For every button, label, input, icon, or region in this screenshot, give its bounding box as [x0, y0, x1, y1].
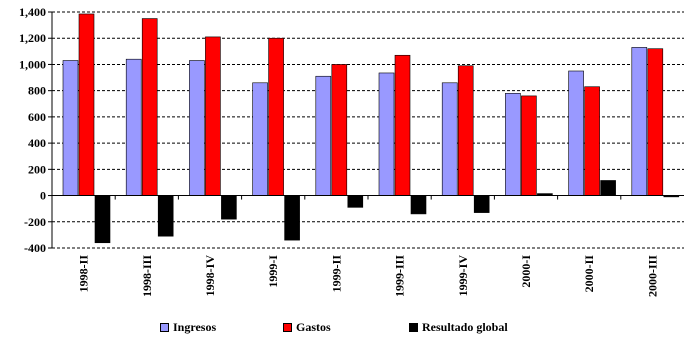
legend-label-ingresos: Ingresos — [173, 320, 217, 334]
legend-item-resultado-global: Resultado global — [409, 320, 508, 335]
bar-ingresos-2000-iii — [631, 47, 648, 196]
bar-gastos-1999-iv — [457, 65, 474, 196]
bar-gastos-1998-iii — [141, 18, 158, 196]
bar-resultado-global-2000-ii — [600, 180, 616, 196]
legend-label-resultado-global: Resultado global — [422, 320, 508, 334]
y-tick-label: 800 — [28, 84, 46, 98]
bar-resultado-global-1999-iv — [473, 195, 490, 213]
bar-ingresos-1999-ii — [315, 75, 332, 196]
x-tick-label: 2000-II — [582, 255, 596, 293]
y-tick-label: 200 — [28, 162, 46, 176]
y-tick-label: 0 — [40, 189, 46, 203]
y-tick-label: 1,000 — [19, 57, 46, 71]
bar-chart: -400 -200 0 200 400 600 800 1,000 1,200 1,400 199… — [19, 5, 684, 297]
bar-gastos-1998-ii — [78, 13, 95, 196]
bar-ingresos-1998-iv — [189, 60, 205, 196]
legend: Ingresos Gastos Resultado global — [0, 320, 690, 340]
legend-swatch-gastos — [283, 323, 292, 332]
bar-ingresos-1999-iii — [378, 72, 395, 196]
bar-gastos-2000-ii — [584, 86, 600, 196]
x-axis: 1998-II 1998-III 1998-IV 1999-I 1999-II 1999-… — [51, 195, 684, 297]
bar-gastos-1999-ii — [331, 64, 348, 196]
x-tick-label: 1999-I — [266, 255, 280, 288]
bar-ingresos-1998-ii — [62, 60, 79, 196]
bar-ingresos-2000-i — [505, 92, 521, 196]
y-tick-label: 1,200 — [19, 31, 46, 45]
bar-gastos-1998-iv — [205, 36, 221, 196]
bar-gastos-1999-iii — [394, 54, 411, 196]
legend-item-ingresos: Ingresos — [160, 320, 216, 335]
x-tick-label: 1998-II — [77, 255, 91, 293]
legend-swatch-resultado-global — [409, 323, 418, 332]
x-tick-label: 2000-I — [519, 255, 533, 288]
bar-resultado-global-1998-iii — [157, 195, 174, 237]
bar-ingresos-2000-ii — [568, 70, 584, 196]
y-axis: -400 -200 0 200 400 600 800 1,000 1,200 1,400 — [19, 5, 53, 255]
y-tick-label: 400 — [28, 136, 46, 150]
y-tick-label: 1,400 — [19, 5, 46, 19]
y-tick-label: -200 — [24, 215, 46, 229]
bar-resultado-global-1998-iv — [221, 195, 237, 220]
bar-ingresos-1999-i — [252, 82, 268, 196]
legend-swatch-ingresos — [160, 323, 169, 332]
bar-ingresos-1999-iv — [441, 82, 458, 196]
bars — [62, 13, 680, 244]
x-tick-label: 1998-III — [140, 255, 154, 297]
y-tick-label: 600 — [28, 110, 46, 124]
bar-resultado-global-1999-iii — [410, 195, 427, 215]
x-tick-label: 1999-IV — [456, 255, 470, 297]
bar-resultado-global-1998-ii — [94, 195, 111, 244]
legend-label-gastos: Gastos — [296, 320, 331, 334]
x-tick-label: 2000-III — [645, 255, 659, 297]
x-tick-label: 1998-IV — [203, 255, 217, 297]
bar-gastos-2000-iii — [647, 48, 664, 196]
bar-resultado-global-1999-i — [284, 195, 300, 241]
bar-gastos-1999-i — [268, 37, 284, 196]
x-tick-label: 1999-II — [329, 255, 343, 293]
legend-item-gastos: Gastos — [283, 320, 331, 335]
y-tick-label: -400 — [24, 241, 46, 255]
bar-resultado-global-1999-ii — [347, 195, 364, 208]
x-tick-label: 1999-III — [393, 255, 407, 297]
bar-gastos-2000-i — [521, 95, 537, 196]
bar-ingresos-1998-iii — [125, 58, 142, 196]
